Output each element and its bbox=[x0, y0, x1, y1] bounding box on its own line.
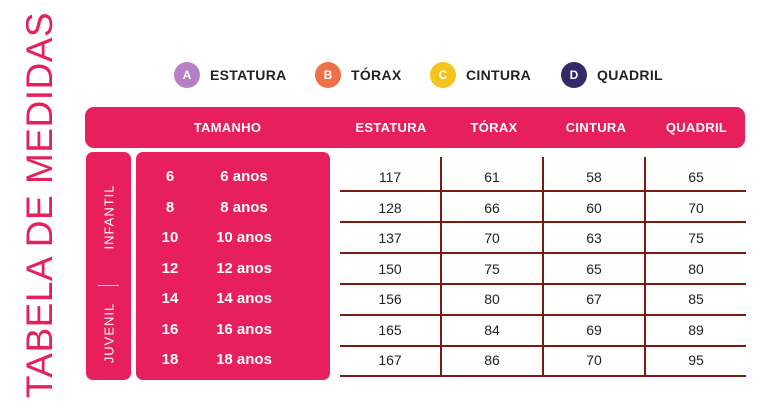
cell-torax: 80 bbox=[484, 291, 500, 307]
header-estatura: ESTATURA bbox=[355, 120, 427, 135]
legend-circle-b: B bbox=[315, 62, 341, 88]
legend-label: CINTURA bbox=[466, 67, 532, 83]
size-number: 16 bbox=[161, 320, 179, 338]
table-header: TAMANHO ESTATURA TÓRAX CINTURA QUADRIL bbox=[85, 107, 745, 148]
legend-item-cintura: C CINTURA bbox=[430, 60, 531, 90]
header-cintura: CINTURA bbox=[565, 120, 627, 135]
row-divider bbox=[340, 283, 746, 285]
cell-torax: 75 bbox=[484, 260, 500, 277]
row-divider bbox=[340, 375, 746, 377]
cell-estatura: 156 bbox=[378, 291, 402, 307]
size-age: 8 anos bbox=[220, 198, 268, 216]
column-divider bbox=[542, 157, 544, 377]
size-row: 16 16 anos bbox=[136, 315, 330, 345]
legend-label: ESTATURA bbox=[210, 67, 287, 83]
age-group-column: INFANTIL JUVENIL bbox=[86, 152, 131, 380]
size-row: 8 8 anos bbox=[136, 193, 330, 223]
cell-cintura: 65 bbox=[586, 260, 602, 277]
legend-label: TÓRAX bbox=[351, 67, 402, 83]
header-quadril: QUADRIL bbox=[665, 120, 728, 135]
cell-cintura: 60 bbox=[586, 199, 602, 216]
legend-item-torax: B TÓRAX bbox=[315, 60, 402, 90]
size-number: 12 bbox=[161, 259, 179, 277]
cell-quadril: 70 bbox=[688, 199, 704, 216]
group-label-infantil: INFANTIL bbox=[101, 184, 116, 250]
row-divider bbox=[340, 190, 746, 192]
cell-estatura: 128 bbox=[378, 199, 402, 216]
legend-circle-c: C bbox=[430, 62, 456, 88]
size-age: 16 anos bbox=[216, 320, 272, 338]
size-number: 8 bbox=[165, 198, 175, 216]
size-row: 18 18 anos bbox=[136, 345, 330, 375]
cell-cintura: 70 bbox=[586, 352, 602, 368]
cell-cintura: 58 bbox=[586, 169, 602, 185]
size-number: 6 bbox=[165, 168, 175, 185]
size-row: 12 12 anos bbox=[136, 254, 330, 284]
legend-item-estatura: A ESTATURA bbox=[174, 60, 287, 90]
cell-cintura: 69 bbox=[586, 321, 602, 338]
size-age: 6 anos bbox=[220, 168, 268, 185]
cell-quadril: 85 bbox=[688, 291, 704, 307]
size-row: 6 6 anos bbox=[136, 162, 330, 192]
header-torax: TÓRAX bbox=[470, 120, 518, 135]
size-row: 10 10 anos bbox=[136, 223, 330, 253]
row-divider bbox=[340, 221, 746, 223]
cell-cintura: 63 bbox=[586, 230, 602, 246]
size-age: 12 anos bbox=[216, 259, 272, 277]
cell-estatura: 165 bbox=[378, 321, 402, 338]
row-divider bbox=[340, 252, 746, 254]
cell-quadril: 95 bbox=[688, 352, 704, 368]
cell-quadril: 80 bbox=[688, 260, 704, 277]
cell-torax: 86 bbox=[484, 352, 500, 368]
cell-quadril: 65 bbox=[688, 169, 704, 185]
cell-cintura: 67 bbox=[586, 291, 602, 307]
size-age: 14 anos bbox=[216, 290, 272, 307]
size-column: 6 6 anos 8 8 anos 10 10 anos 12 12 anos … bbox=[136, 152, 330, 380]
group-divider bbox=[98, 285, 119, 286]
cell-torax: 61 bbox=[484, 169, 500, 185]
legend: A ESTATURA B TÓRAX C CINTURA D QUADRIL bbox=[0, 60, 773, 90]
cell-quadril: 89 bbox=[688, 321, 704, 338]
cell-estatura: 117 bbox=[378, 169, 402, 185]
legend-label: QUADRIL bbox=[597, 67, 663, 83]
cell-torax: 70 bbox=[484, 230, 500, 246]
group-infantil: INFANTIL bbox=[86, 152, 131, 282]
legend-item-quadril: D QUADRIL bbox=[561, 60, 663, 90]
legend-circle-a: A bbox=[174, 62, 200, 88]
cell-estatura: 137 bbox=[378, 230, 402, 246]
column-divider bbox=[644, 157, 646, 377]
cell-estatura: 150 bbox=[378, 260, 402, 277]
size-row: 14 14 anos bbox=[136, 284, 330, 314]
size-number: 14 bbox=[161, 290, 179, 307]
size-number: 10 bbox=[161, 229, 179, 246]
group-label-juvenil: JUVENIL bbox=[101, 302, 116, 364]
row-divider bbox=[340, 345, 746, 347]
group-juvenil: JUVENIL bbox=[86, 286, 131, 380]
cell-estatura: 167 bbox=[378, 352, 402, 368]
row-divider bbox=[340, 314, 746, 316]
legend-circle-d: D bbox=[561, 62, 587, 88]
cell-torax: 84 bbox=[484, 321, 500, 338]
column-divider bbox=[440, 157, 442, 377]
header-tamanho: TAMANHO bbox=[193, 120, 262, 135]
size-number: 18 bbox=[161, 351, 179, 368]
cell-torax: 66 bbox=[484, 199, 500, 216]
size-age: 10 anos bbox=[216, 229, 272, 246]
cell-quadril: 75 bbox=[688, 230, 704, 246]
size-age: 18 anos bbox=[216, 351, 272, 368]
measurements-grid: 117 61 58 65 128 66 60 70 137 70 63 75 1… bbox=[340, 157, 746, 377]
